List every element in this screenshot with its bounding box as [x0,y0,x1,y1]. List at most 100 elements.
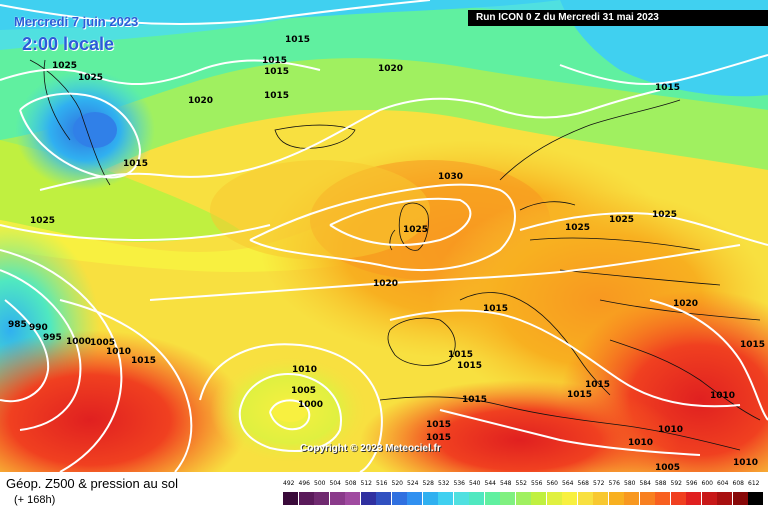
coast-balkans [609,339,761,421]
coast-greenland [29,59,111,186]
pressure-label: 1010 [733,458,758,468]
pressure-label: 1015 [131,356,156,366]
pressure-label: 995 [43,333,62,343]
scale-tick-label: 524 [407,480,419,487]
scale-swatch [748,492,763,505]
scale-tick-label: 592 [670,480,682,487]
pressure-label: 1030 [438,172,463,182]
pressure-label: 1025 [52,61,77,71]
scale-tick-label: 564 [562,480,574,487]
pressure-label: 1020 [378,64,403,74]
scale-tick-label: 560 [546,480,558,487]
hot-south-atlantic [0,330,250,472]
color-scale: 492 496 500 504 508 512 516 520 524 528 532 536 540 5… [283,474,763,508]
scale-swatch [577,492,593,505]
scale-tick-label: 516 [376,480,388,487]
scale-swatch [531,492,546,505]
pressure-label: 1015 [262,56,287,66]
scale-tick-label: 588 [655,480,667,487]
scale-tick-label: 580 [624,480,636,487]
scale-swatch [717,492,732,505]
scale-swatch [655,492,670,505]
pressure-label: 1015 [567,390,592,400]
scale-tick-label: 492 [283,480,295,487]
scale-swatch [686,492,701,505]
scale-tick-label: 576 [608,480,620,487]
low-cutoff-core [272,398,308,422]
scale-swatch [391,492,407,505]
scale-swatch [376,492,391,505]
coast-france-italy [459,292,611,396]
pressure-label: 1015 [426,420,451,430]
pressure-label: 1010 [106,347,131,357]
scale-tick-label: 508 [345,480,357,487]
coast-british-isles [389,202,429,251]
scale-tick-label: 540 [469,480,481,487]
isobar-1005 [0,249,123,472]
coast-north-africa [379,396,741,451]
scale-swatch [732,492,748,505]
scale-tick-label: 496 [298,480,310,487]
pressure-label: 1015 [655,83,680,93]
pressure-label: 1015 [426,433,451,443]
scale-tick-label: 520 [391,480,403,487]
isobar-1020-mid [39,89,661,191]
isobar-1025-ridge [249,183,516,271]
pressure-label: 1015 [123,159,148,169]
pressure-label: 1015 [264,91,289,101]
scale-swatch [360,492,376,505]
isobar-995 [0,269,82,431]
scale-tick-label: 548 [500,480,512,487]
scale-tick-label: 528 [422,480,434,487]
scale-swatch [314,492,329,505]
pressure-label: 1000 [66,337,91,347]
pressure-label: 1010 [658,425,683,435]
scale-tick-label: 584 [639,480,651,487]
pressure-label: 985 [8,320,27,330]
scale-swatch [484,492,500,505]
scale-swatch [422,492,438,505]
pressure-label: 1015 [457,361,482,371]
pressure-label: 1025 [565,223,590,233]
isobar-1005-cutoff [238,373,342,452]
isobar-1015-greenland [19,92,142,179]
scale-tick-label: 572 [593,480,605,487]
coastlines [29,59,761,451]
pressure-label: 1015 [285,35,310,45]
pressure-label: 1025 [78,73,103,83]
isobar-1020-europe [149,244,741,301]
scale-tick-label: 536 [453,480,465,487]
scale-tick-label: 512 [360,480,372,487]
pressure-label: 1015 [585,380,610,390]
isobars [0,0,768,472]
isobar-1015-sw [59,299,193,472]
scale-tick-label: 544 [484,480,496,487]
copyright-text: Copyright © 2023 Meteociel.fr [300,443,441,454]
scale-tick-label: 532 [438,480,450,487]
coast-iceland [274,124,356,149]
scale-tick-label: 600 [701,480,713,487]
isobar-1015-ne [559,54,768,85]
forecast-time: 2:00 locale [22,34,115,54]
forecast-date: Mercredi 7 juin 2023 [14,14,139,29]
scale-tick-label: 568 [577,480,589,487]
scale-swatch [453,492,469,505]
isobar-1010-cutoff [199,343,383,472]
country-borders [529,237,761,321]
scale-swatch [701,492,717,505]
scale-swatch [329,492,345,505]
scale-tick-label: 500 [314,480,326,487]
pressure-label: 1020 [673,299,698,309]
z500-band-544 [0,0,768,140]
pressure-label: 1005 [291,386,316,396]
scale-swatch [438,492,453,505]
scale-swatch [624,492,639,505]
scale-swatch [407,492,422,505]
pressure-label: 1015 [448,350,473,360]
forecast-map: 1015 1025 1025 1015 1015 1015 1020 1020 … [0,0,768,472]
legend-subtitle: (+ 168h) [14,494,56,506]
isobar-1030 [329,197,472,246]
scale-swatch [298,492,314,505]
scale-swatch [593,492,608,505]
